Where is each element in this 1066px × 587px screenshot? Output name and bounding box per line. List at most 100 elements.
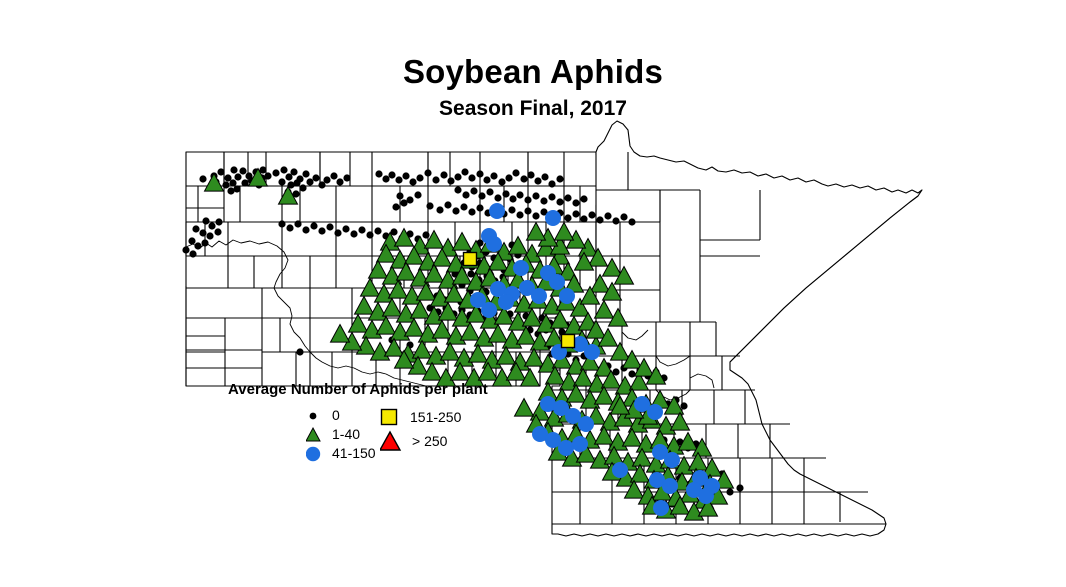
map-marker-1-40 — [375, 243, 397, 263]
map-marker-1-40 — [451, 265, 473, 285]
map-marker-1-40 — [669, 495, 691, 515]
map-marker-0 — [680, 402, 688, 410]
green-triangle-icon — [306, 426, 321, 442]
map-marker-0 — [628, 370, 636, 378]
map-marker-1-40 — [601, 281, 623, 301]
map-marker-1-40 — [563, 273, 585, 293]
map-marker-0 — [548, 180, 556, 188]
map-marker-1-40 — [589, 273, 611, 293]
map-marker-0 — [452, 207, 460, 215]
map-marker-0 — [323, 176, 331, 184]
map-marker-1-40 — [403, 317, 425, 337]
map-marker-0 — [214, 228, 222, 236]
map-marker-0 — [476, 170, 484, 178]
map-marker-0 — [287, 181, 295, 189]
map-marker-1-40 — [597, 327, 619, 347]
map-marker-41-150 — [540, 396, 556, 412]
map-marker-41-150 — [532, 426, 548, 442]
map-marker-1-40 — [549, 309, 571, 329]
map-marker-1-40 — [553, 221, 575, 241]
map-marker-1-40 — [437, 301, 459, 321]
map-marker-0 — [524, 207, 532, 215]
map-marker-1-40 — [579, 285, 601, 305]
map-marker-1-40 — [633, 357, 655, 377]
legend: Average Number of Aphids per plant 0 1-4… — [228, 381, 528, 467]
map-marker-41-150 — [486, 236, 502, 252]
map-marker-1-40 — [395, 261, 417, 281]
map-marker-0 — [612, 368, 620, 376]
map-marker-0 — [206, 232, 214, 240]
map-marker-41-150 — [558, 440, 574, 456]
map-marker-0 — [350, 230, 358, 238]
map-marker-1-40 — [467, 343, 489, 363]
map-marker-1-40 — [403, 245, 425, 265]
map-marker-0 — [454, 186, 462, 194]
map-marker-0 — [468, 174, 476, 182]
legend-label-0: 0 — [332, 407, 340, 423]
map-marker-1-40 — [645, 365, 667, 385]
map-marker-0 — [572, 199, 580, 207]
map-marker-0 — [358, 226, 366, 234]
map-marker-1-40 — [572, 367, 594, 387]
map-marker-0 — [343, 174, 351, 182]
map-marker-0 — [736, 484, 744, 492]
map-marker-0 — [222, 181, 230, 189]
map-marker-41-150 — [653, 500, 669, 516]
map-marker-0 — [604, 212, 612, 220]
map-marker-1-40 — [601, 257, 623, 277]
map-marker-0 — [556, 198, 564, 206]
map-marker-0 — [520, 175, 528, 183]
map-marker-1-40 — [587, 247, 609, 267]
map-marker-1-40 — [585, 319, 607, 339]
map-marker-0 — [233, 185, 241, 193]
map-marker-0 — [509, 195, 517, 203]
map-marker-0 — [580, 195, 588, 203]
map-marker-0 — [444, 201, 452, 209]
map-marker-151-250 — [560, 333, 576, 349]
map-marker-0 — [336, 178, 344, 186]
map-marker-1-40 — [629, 463, 651, 483]
map-marker-0 — [400, 199, 408, 207]
map-marker-1-40 — [459, 321, 481, 341]
map-marker-1-40 — [465, 303, 487, 323]
map-marker-0 — [532, 212, 540, 220]
title-block: Soybean Aphids Season Final, 2017 — [0, 52, 1066, 124]
map-marker-1-40 — [277, 185, 299, 205]
map-marker-41-150 — [531, 288, 547, 304]
map-marker-0 — [524, 196, 532, 204]
map-marker-0 — [299, 184, 307, 192]
map-marker-0 — [294, 220, 302, 228]
map-marker-1-40 — [409, 299, 431, 319]
map-marker-0 — [326, 223, 334, 231]
map-marker-1-40 — [565, 383, 587, 403]
map-marker-41-150 — [572, 336, 588, 352]
map-marker-1-40 — [423, 263, 445, 283]
map-marker-0 — [564, 194, 572, 202]
map-marker-0 — [406, 196, 414, 204]
map-marker-0 — [199, 229, 207, 237]
map-marker-41-150 — [545, 432, 561, 448]
map-marker-41-150 — [612, 462, 628, 478]
map-marker-0 — [189, 250, 197, 258]
map-marker-0 — [447, 177, 455, 185]
map-marker-0 — [494, 194, 502, 202]
map-marker-1-40 — [439, 341, 461, 361]
map-marker-0 — [290, 168, 298, 176]
map-marker-1-40 — [600, 369, 622, 389]
map-marker-1-40 — [525, 221, 547, 241]
map-marker-0 — [396, 192, 404, 200]
map-marker-1-40 — [513, 397, 535, 417]
map-marker-1-40 — [421, 361, 443, 381]
map-marker-0 — [292, 190, 300, 198]
map-marker-0 — [409, 178, 417, 186]
map-marker-0 — [426, 202, 434, 210]
map-marker-41-150 — [481, 302, 497, 318]
map-marker-41-150 — [572, 436, 588, 452]
map-marker-41-150 — [647, 404, 663, 420]
map-marker-0 — [628, 218, 636, 226]
map-marker-41-150 — [470, 292, 486, 308]
map-marker-0 — [293, 179, 301, 187]
map-marker-41-150 — [662, 478, 678, 494]
map-marker-0 — [227, 187, 235, 195]
